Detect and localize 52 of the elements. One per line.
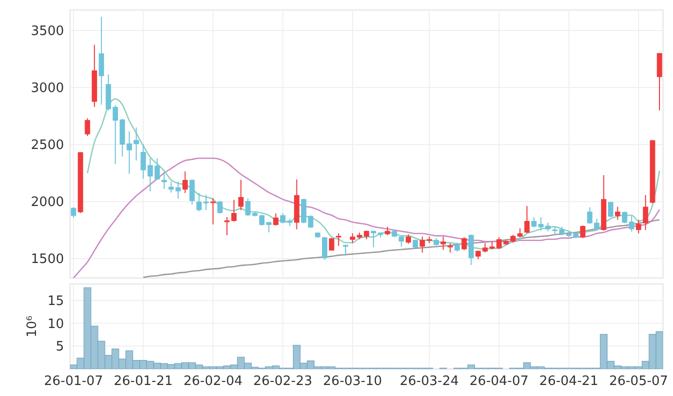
x-tick-label: 26-04-07 — [470, 374, 529, 389]
candlestick — [231, 199, 237, 222]
candlestick — [524, 206, 530, 234]
candlestick — [350, 232, 356, 244]
y-tick-label: 10 — [47, 316, 64, 332]
candlestick — [636, 219, 642, 234]
candlestick — [70, 206, 76, 218]
x-tick-label: 26-05-07 — [609, 374, 668, 389]
candlestick — [189, 178, 195, 205]
candlestick — [273, 212, 278, 226]
candlestick — [454, 242, 460, 252]
candlestick — [322, 236, 328, 260]
y-axis-title: 10⁶ — [25, 316, 40, 338]
candlestick — [203, 194, 209, 211]
candlestick — [580, 225, 586, 239]
candlestick — [615, 206, 620, 220]
candlestick — [84, 118, 90, 137]
candlestick — [406, 234, 412, 244]
x-tick-label: 26-03-24 — [400, 374, 459, 389]
candlestick — [531, 216, 537, 228]
x-tick-label: 26-02-04 — [184, 374, 243, 389]
candlestick — [217, 200, 223, 214]
candlestick — [182, 170, 188, 194]
x-tick-label: 26-04-21 — [539, 374, 598, 389]
candlestick — [448, 242, 453, 254]
x-tick-label: 26-01-21 — [114, 374, 173, 389]
candlestick — [210, 198, 216, 225]
y-tick-label: 5 — [56, 340, 64, 355]
candlestick — [462, 236, 467, 251]
candlestick — [328, 238, 334, 252]
y-tick-label: 3500 — [30, 24, 64, 40]
candlestick — [336, 232, 342, 246]
candlestick — [468, 234, 474, 266]
candlestick — [608, 201, 614, 218]
y-tick-label: 15 — [47, 294, 64, 309]
x-tick-label: 26-03-10 — [323, 374, 382, 389]
candlestick — [162, 170, 167, 190]
candlestick — [440, 236, 446, 250]
x-tick-label: 26-01-07 — [44, 374, 103, 389]
candlestick — [496, 236, 502, 250]
y-tick-label: 3000 — [30, 81, 64, 96]
y-tick-label: 2500 — [30, 138, 64, 154]
candlestick — [642, 194, 648, 230]
y-tick-label: 2000 — [30, 195, 64, 210]
candlestick — [656, 52, 662, 111]
candlestick — [238, 179, 244, 211]
y-tick-label: 1500 — [30, 252, 64, 268]
x-tick-label: 26-02-23 — [253, 374, 312, 389]
candlestick — [98, 16, 104, 106]
line-series — [72, 158, 660, 278]
candlestick — [196, 192, 202, 212]
candlestick — [370, 230, 376, 248]
